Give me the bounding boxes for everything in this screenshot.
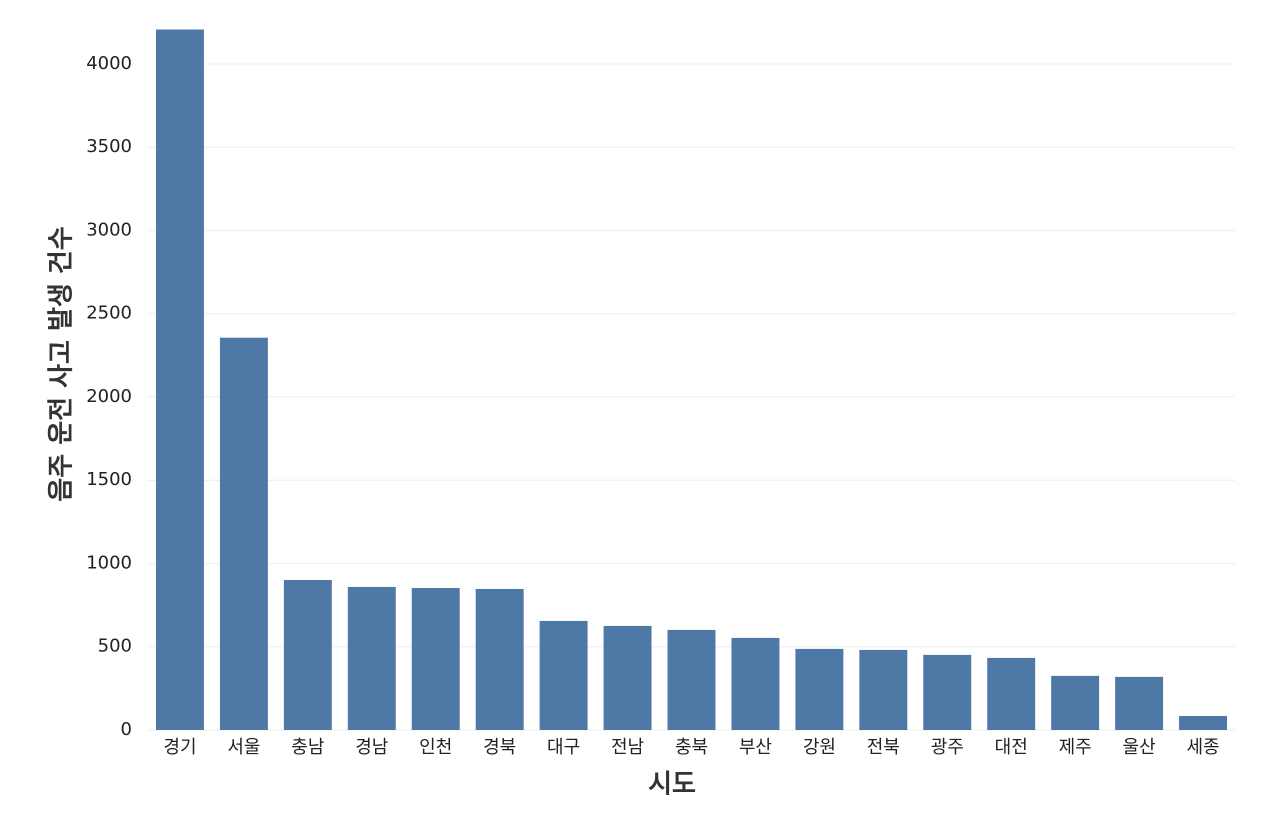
x-tick-label: 부산 <box>739 737 772 758</box>
bar <box>667 629 716 730</box>
bar <box>795 648 844 730</box>
bar <box>859 649 908 730</box>
y-tick-label: 3500 <box>86 136 132 157</box>
y-tick-label: 4000 <box>86 53 132 74</box>
x-tick-label: 강원 <box>803 737 836 758</box>
bar <box>1115 676 1164 730</box>
x-tick-label: 충남 <box>291 737 324 758</box>
y-tick-label: 1000 <box>86 552 132 573</box>
bar <box>155 29 204 730</box>
bar <box>539 620 588 730</box>
x-tick-label: 경기 <box>163 737 196 758</box>
bar <box>987 657 1036 730</box>
x-tick-label: 전북 <box>867 737 900 758</box>
y-tick-label: 2000 <box>86 386 132 407</box>
bar <box>1179 716 1228 730</box>
x-tick-label: 경남 <box>355 737 388 758</box>
y-tick-label: 2500 <box>86 303 132 324</box>
bar <box>603 625 652 730</box>
bar <box>923 654 972 730</box>
x-tick-label: 경북 <box>483 737 516 758</box>
x-tick-label: 인천 <box>419 737 452 758</box>
bar <box>347 586 396 730</box>
x-axis-title: 시도 <box>648 770 696 800</box>
y-tick-label: 3000 <box>86 219 132 240</box>
y-axis-title: 음주 운전 사고 발생 건수 <box>47 226 77 501</box>
x-tick-label: 제주 <box>1059 737 1092 758</box>
bar <box>1051 675 1100 730</box>
bar <box>411 587 460 730</box>
bar <box>475 588 524 730</box>
x-tick-label: 세종 <box>1186 737 1219 758</box>
bar <box>731 637 780 730</box>
bar <box>219 337 268 730</box>
x-tick-label: 대전 <box>995 737 1028 758</box>
x-tick-label: 대구 <box>547 737 580 758</box>
y-tick-label: 0 <box>121 719 132 740</box>
x-tick-label: 서울 <box>227 737 260 758</box>
x-tick-label: 울산 <box>1123 737 1156 758</box>
y-tick-label: 500 <box>98 636 132 657</box>
x-tick-label: 전남 <box>611 737 644 758</box>
bar <box>283 579 332 730</box>
x-tick-label: 충북 <box>675 737 708 758</box>
y-tick-label: 1500 <box>86 469 132 490</box>
x-tick-label: 광주 <box>931 737 964 758</box>
